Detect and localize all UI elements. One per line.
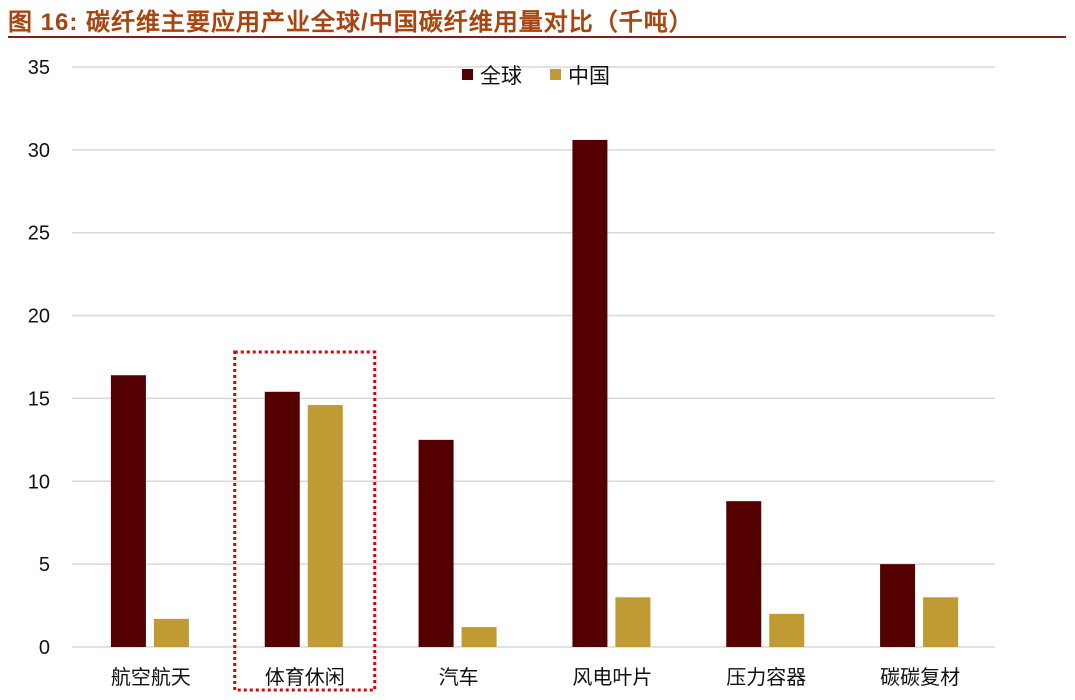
x-tick-label: 汽车 (439, 665, 479, 689)
legend-label: 中国 (568, 64, 610, 88)
y-tick-label: 25 (28, 223, 50, 245)
y-tick-label: 5 (39, 554, 50, 576)
figure-title: 图 16: 碳纤维主要应用产业全球/中国碳纤维用量对比（千吨） (8, 9, 694, 36)
x-tick-label: 风电叶片 (572, 665, 652, 689)
bar-china (615, 597, 651, 647)
legend-swatch (550, 69, 561, 80)
bar-china (153, 618, 189, 647)
bar-global (572, 139, 608, 647)
title-rule (8, 36, 1066, 38)
bar-global (418, 439, 454, 647)
highlight-box (233, 350, 377, 692)
bar-global (110, 375, 146, 647)
y-tick-label: 30 (28, 140, 50, 162)
y-tick-label: 20 (28, 306, 50, 328)
bar-china (307, 405, 343, 647)
x-tick-label: 压力容器 (726, 665, 806, 689)
x-tick-label: 碳碳复材 (880, 665, 960, 689)
legend-swatch (462, 69, 473, 80)
bar-china (461, 627, 497, 647)
x-tick-label: 体育休闲 (265, 665, 345, 689)
bar-china (769, 613, 805, 647)
x-tick-label: 航空航天 (111, 665, 191, 689)
y-tick-label: 10 (28, 471, 50, 493)
bar-global (880, 564, 916, 647)
bar-china (923, 597, 959, 647)
legend-label: 全球 (480, 64, 522, 88)
bar-global (264, 391, 300, 647)
bar-global (726, 501, 762, 647)
y-tick-label: 15 (28, 388, 50, 410)
y-tick-label: 35 (28, 57, 50, 79)
y-tick-label: 0 (39, 637, 50, 659)
